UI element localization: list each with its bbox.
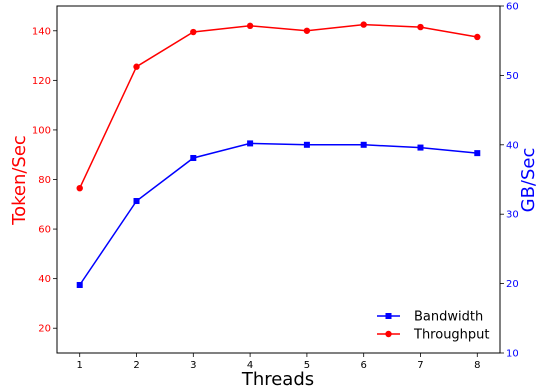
right-axis-title: GB/Sec	[518, 148, 539, 213]
left-y-axis: 20 40 60 80 100 120 140	[32, 26, 57, 335]
throughput-point	[190, 28, 197, 36]
right-tick-label: 50	[506, 71, 519, 82]
bandwidth-point	[247, 140, 254, 147]
throughput-series-line	[79, 23, 478, 189]
x-axis-title: Threads	[241, 369, 314, 390]
left-tick-label: 60	[38, 225, 51, 236]
legend-marker-throughput	[385, 330, 392, 338]
left-axis-title: Token/Sec	[9, 135, 30, 226]
x-tick-label: 6	[361, 360, 367, 371]
x-tick-label: 1	[77, 360, 83, 371]
left-tick-label: 120	[32, 76, 51, 87]
right-tick-label: 30	[506, 210, 519, 221]
throughput-point	[133, 63, 140, 70]
right-y-axis: 10 20 30 40 50 60	[500, 2, 519, 360]
left-tick-label: 40	[38, 274, 51, 285]
left-tick-label: 20	[38, 324, 51, 335]
bandwidth-point	[190, 154, 197, 161]
throughput-point	[76, 184, 83, 192]
left-tick-label: 140	[32, 26, 51, 37]
left-tick-label: 100	[32, 125, 51, 136]
x-tick-label: 4	[247, 360, 253, 371]
x-axis: 1 2 3 4 5 6 7 8	[77, 353, 480, 371]
plot-area	[56, 5, 501, 354]
right-tick-label: 60	[506, 2, 519, 13]
throughput-point	[417, 23, 424, 31]
right-tick-label: 20	[506, 279, 519, 290]
legend: Bandwidth Throughput	[368, 306, 498, 348]
x-tick-label: 2	[133, 360, 139, 371]
x-tick-label: 7	[417, 360, 423, 371]
bandwidth-point	[303, 141, 310, 148]
bandwidth-point	[360, 141, 367, 148]
left-tick-label: 80	[38, 175, 51, 186]
plot-frame	[56, 5, 501, 354]
bandwidth-point	[474, 150, 481, 157]
throughput-point	[360, 21, 367, 28]
legend-marker-bandwidth	[385, 313, 392, 319]
bandwidth-point	[133, 198, 140, 205]
bandwidth-point	[417, 144, 424, 151]
throughput-point	[474, 33, 481, 41]
bandwidth-series-line	[79, 142, 478, 286]
right-tick-label: 10	[506, 349, 519, 360]
bandwidth-point	[76, 281, 83, 288]
legend-label-bandwidth: Bandwidth	[414, 310, 483, 325]
right-tick-label: 40	[506, 140, 519, 151]
throughput-point	[246, 22, 254, 30]
x-tick-label: 5	[304, 360, 310, 371]
throughput-point	[303, 27, 311, 34]
x-tick-label: 8	[474, 360, 480, 371]
legend-label-throughput: Throughput	[413, 328, 490, 343]
x-tick-label: 3	[190, 360, 196, 371]
